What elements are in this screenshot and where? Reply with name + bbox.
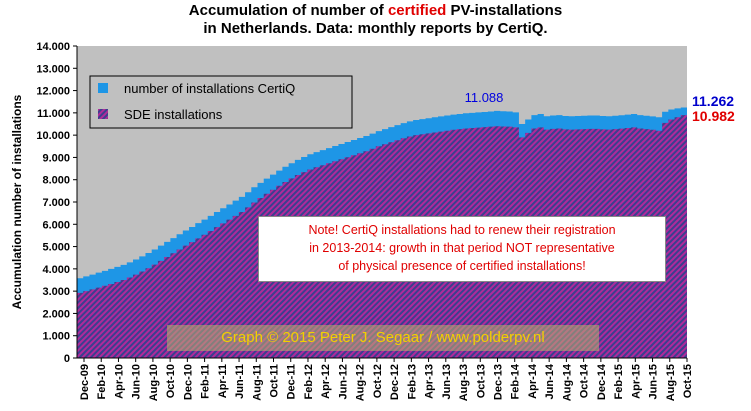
y-tick-label: 14.000	[36, 41, 70, 53]
x-tick-label: Jun-14	[544, 363, 556, 399]
y-tick-label: 4.000	[42, 264, 70, 276]
y-tick-label: 1.000	[42, 331, 70, 343]
chart-title: Accumulation of number of certified PV-i…	[0, 2, 751, 38]
x-tick-label: Feb-15	[613, 364, 625, 399]
title-line-2: in Netherlands. Data: monthly reports by…	[203, 20, 548, 37]
credit-banner: Graph © 2015 Peter J. Segaar / www.polde…	[167, 325, 599, 351]
note-box: Note! CertiQ installations had to renew …	[258, 216, 666, 282]
note-line-1: Note! CertiQ installations had to renew …	[308, 223, 616, 237]
x-tick-label: Aug-14	[561, 363, 573, 401]
y-axis-ticks: 0 1.000 2.000 3.000 4.000 5.000 6.000 7.000 8.00…	[36, 41, 77, 365]
x-tick-label: Dec-09	[79, 364, 91, 400]
x-tick-label: Oct-15	[682, 364, 694, 398]
x-tick-label: Dec-10	[182, 364, 194, 400]
legend-label-sde: SDE installations	[124, 107, 223, 122]
x-tick-label: Aug-13	[458, 364, 470, 401]
y-tick-label: 11.000	[37, 108, 70, 120]
x-tick-label: Dec-14	[596, 363, 608, 400]
peak-value-label: 11.088	[465, 90, 504, 105]
legend-swatch-sde	[98, 109, 108, 119]
x-tick-label: Feb-12	[303, 364, 315, 399]
legend: number of installations CertiQ SDE insta…	[89, 75, 353, 129]
x-tick-label: Jun-15	[648, 364, 660, 399]
legend-swatch-certiq	[98, 83, 108, 93]
x-tick-label: Apr-15	[630, 364, 642, 399]
x-tick-label: Jun-10	[131, 364, 143, 399]
note-line-2: in 2013-2014: growth in that period NOT …	[309, 241, 615, 255]
x-tick-label: Feb-11	[200, 364, 212, 399]
x-tick-label: Dec-11	[286, 364, 298, 399]
y-tick-label: 5.000	[42, 242, 70, 254]
y-tick-label: 6.000	[42, 219, 70, 231]
last-sde-value-label: 10.982	[692, 108, 735, 124]
x-tick-label: Aug-11	[251, 364, 263, 401]
title-line-1-after: PV-installations	[446, 2, 563, 19]
x-tick-label: Aug-15	[665, 364, 677, 401]
x-tick-label: Apr-11	[217, 364, 229, 398]
x-tick-label: Feb-14	[510, 363, 522, 399]
x-tick-label: Apr-13	[424, 364, 436, 399]
x-tick-label: Oct-13	[475, 364, 487, 398]
x-tick-label: Apr-14	[527, 363, 539, 399]
x-tick-label: Dec-13	[492, 364, 504, 400]
y-tick-label: 8.000	[42, 175, 70, 187]
x-tick-label: Oct-11	[269, 364, 281, 398]
x-tick-label: Aug-10	[148, 364, 160, 401]
x-tick-label: Feb-10	[96, 364, 108, 399]
x-tick-label: Apr-10	[113, 364, 125, 399]
title-line-1-before: Accumulation of number of	[188, 2, 388, 19]
y-tick-label: 12.000	[36, 86, 70, 98]
y-tick-label: 10.000	[36, 130, 70, 142]
x-tick-label: Apr-12	[320, 364, 332, 399]
y-tick-label: 0	[64, 353, 70, 365]
x-tick-label: Dec-12	[389, 364, 401, 400]
y-tick-label: 2.000	[42, 308, 70, 320]
x-tick-label: Jun-11	[234, 364, 246, 399]
last-certiq-value-label: 11.262	[692, 93, 734, 109]
title-highlight-certified: certified	[387, 2, 447, 19]
y-axis-label: Accumulation number of installations	[10, 94, 24, 309]
title-line-1: Accumulation of number of certified PV-i…	[0, 2, 751, 20]
y-tick-label: 7.000	[42, 197, 70, 209]
x-axis-ticks: Dec-09 Feb-10 Apr-10 Jun-10 Aug-10 Oct-10 Dec-…	[79, 358, 694, 401]
x-tick-label: Jun-13	[441, 364, 453, 399]
x-tick-label: Jun-12	[337, 364, 349, 399]
note-line-3: of physical presence of certified instal…	[338, 259, 586, 273]
y-tick-label: 3.000	[42, 286, 70, 298]
x-tick-label: Aug-12	[355, 364, 367, 401]
legend-label-certiq: number of installations CertiQ	[124, 81, 295, 96]
x-tick-label: Oct-14	[579, 363, 591, 398]
legend-box	[89, 75, 353, 129]
y-tick-label: 13.000	[36, 63, 70, 75]
x-tick-label: Feb-13	[406, 364, 418, 399]
x-tick-label: Oct-12	[372, 364, 384, 398]
y-tick-label: 9.000	[42, 152, 70, 164]
x-tick-label: Oct-10	[165, 364, 177, 398]
